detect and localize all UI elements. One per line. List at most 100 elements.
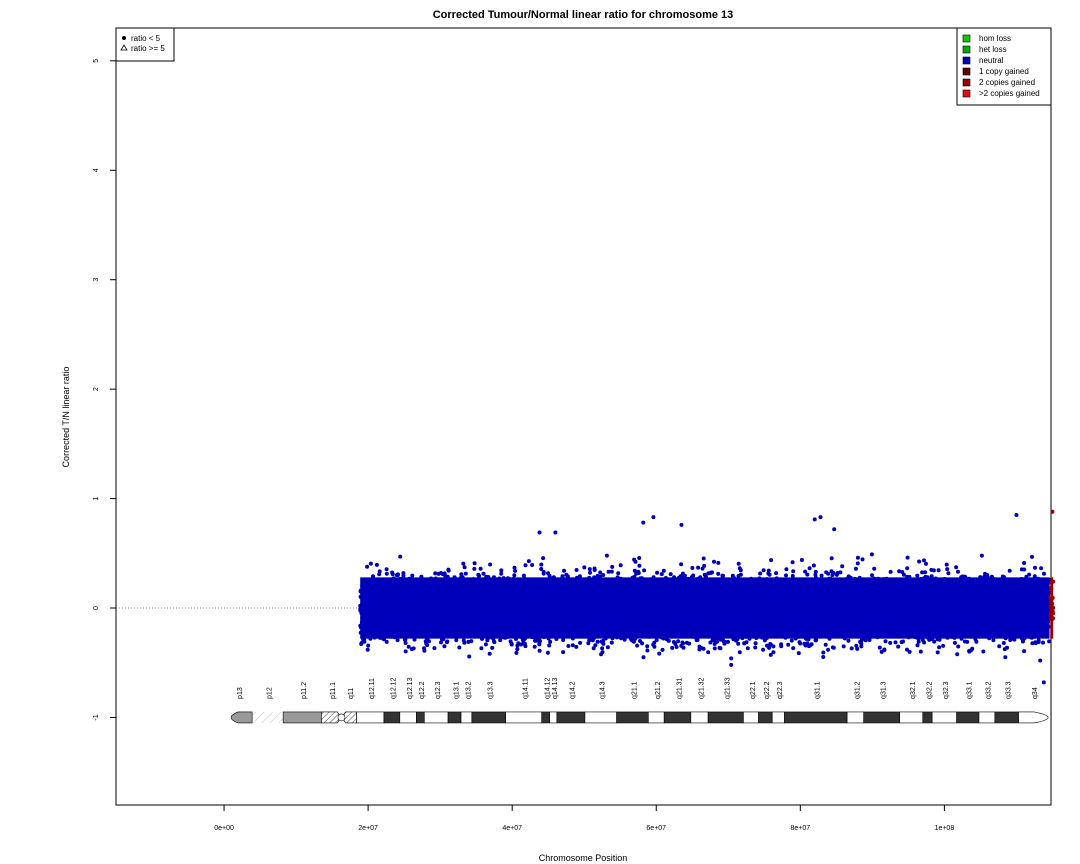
data-point	[425, 635, 430, 640]
data-point	[461, 612, 466, 617]
data-point	[600, 646, 605, 651]
data-point	[478, 566, 483, 571]
data-point	[789, 629, 794, 634]
data-point	[372, 580, 377, 585]
data-point	[963, 598, 967, 603]
data-point	[440, 632, 445, 637]
data-point	[679, 575, 684, 580]
data-point	[410, 573, 415, 578]
data-point	[861, 578, 866, 583]
data-point	[855, 561, 860, 566]
data-point	[730, 604, 735, 609]
data-point	[721, 638, 725, 643]
data-point	[803, 569, 808, 574]
data-point	[810, 620, 815, 625]
data-point	[559, 588, 564, 593]
data-point	[446, 627, 451, 632]
data-point	[966, 632, 971, 637]
data-point	[615, 582, 620, 587]
data-point	[477, 626, 482, 631]
data-point	[490, 645, 495, 650]
data-point	[978, 621, 983, 626]
data-point	[416, 589, 420, 594]
data-point	[764, 577, 769, 582]
data-point	[738, 568, 743, 573]
data-point	[661, 568, 666, 573]
data-point	[961, 584, 965, 589]
data-point	[846, 602, 851, 607]
data-point	[748, 620, 753, 625]
data-point	[1026, 616, 1031, 621]
data-point	[399, 616, 403, 620]
data-point	[941, 632, 946, 637]
data-point	[366, 643, 371, 648]
data-point	[382, 637, 387, 642]
data-point	[935, 633, 940, 638]
data-point	[997, 632, 1002, 637]
data-point	[647, 634, 652, 639]
data-point	[900, 623, 905, 628]
data-point	[807, 623, 811, 627]
data-point	[904, 592, 909, 597]
data-point	[1013, 581, 1018, 586]
data-point	[988, 619, 993, 624]
data-point	[1003, 655, 1008, 660]
data-point	[371, 574, 375, 579]
data-point	[809, 616, 814, 621]
data-point	[652, 585, 657, 590]
data-point	[786, 601, 791, 606]
data-point	[1016, 592, 1021, 596]
data-point	[685, 588, 690, 593]
data-point	[694, 619, 699, 624]
data-point	[1030, 554, 1034, 559]
data-point	[1000, 625, 1005, 630]
data-point	[867, 638, 872, 642]
data-point	[987, 636, 992, 641]
data-point	[951, 627, 956, 632]
data-point	[1020, 632, 1025, 637]
data-point	[506, 634, 511, 639]
data-point	[961, 615, 966, 620]
data-point	[779, 644, 784, 649]
data-point	[891, 629, 896, 634]
data-point	[541, 556, 546, 561]
data-point	[870, 633, 875, 638]
data-point	[671, 640, 676, 644]
data-point	[798, 593, 803, 598]
data-point	[1022, 567, 1027, 572]
data-point	[546, 578, 551, 582]
data-point	[604, 632, 609, 637]
data-point	[407, 576, 412, 581]
data-point	[736, 561, 741, 566]
data-point	[709, 578, 714, 583]
data-point	[820, 632, 825, 637]
data-point	[1032, 575, 1037, 580]
data-point	[604, 553, 609, 558]
data-point	[470, 594, 475, 598]
data-point	[473, 597, 478, 602]
data-point	[909, 596, 914, 601]
data-point	[364, 614, 368, 619]
data-point	[922, 602, 927, 607]
data-point	[898, 634, 903, 639]
data-point	[596, 631, 601, 636]
data-point	[547, 643, 552, 648]
data-point	[414, 633, 419, 637]
data-point	[965, 615, 969, 620]
data-point	[766, 568, 771, 573]
data-point	[967, 576, 972, 581]
data-point	[817, 589, 822, 593]
data-point	[561, 650, 566, 655]
data-point	[467, 592, 472, 597]
data-point	[358, 594, 363, 599]
data-point	[1045, 585, 1050, 590]
data-point	[411, 592, 416, 597]
data-point	[905, 566, 910, 571]
data-point	[916, 639, 921, 644]
data-point	[821, 655, 826, 659]
data-point	[385, 634, 390, 638]
data-point	[872, 576, 877, 581]
data-point	[905, 605, 910, 610]
data-point	[905, 647, 909, 652]
